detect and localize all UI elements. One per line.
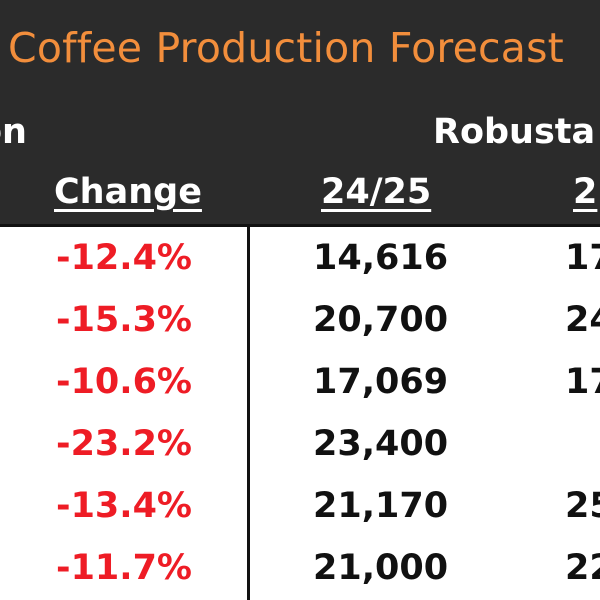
table-row: -11.7% 21,000 22 [0,537,600,599]
column-header-next-season: 2 [573,172,598,212]
cell-change: -11.7% [56,548,192,588]
cell-next-season: 24 [565,300,600,340]
cell-robusta-24-25: 14,616 [313,238,449,278]
column-header-24-25: 24/25 [321,172,432,212]
cell-robusta-24-25: 17,069 [313,362,449,402]
table-row: -15.3% 20,700 24 [0,289,600,351]
table-row: -13.4% 21,170 25 [0,475,600,537]
cell-change: -23.2% [56,424,192,464]
cell-next-season: 25 [565,486,600,526]
group-label-robusta: Robusta [433,112,596,152]
column-header-change: Change [54,172,202,212]
header-band [0,0,600,226]
column-divider [247,226,250,600]
cell-robusta-24-25: 23,400 [313,424,449,464]
cell-next-season: 22 [565,548,600,588]
cell-robusta-24-25: 21,170 [313,486,449,526]
header-divider [0,224,600,227]
cell-change: -13.4% [56,486,192,526]
cell-next-season: 17 [565,238,600,278]
cell-robusta-24-25: 20,700 [313,300,449,340]
cell-change: -15.3% [56,300,192,340]
cell-change: -10.6% [56,362,192,402]
cell-next-season: 17 [565,362,600,402]
table-row: -10.6% 17,069 17 [0,351,600,413]
cell-change: -12.4% [56,238,192,278]
cell-robusta-24-25: 21,000 [313,548,449,588]
table-row: -12.4% 14,616 17 [0,227,600,289]
table-title: Coffee Production Forecast [8,24,564,72]
table-row: -23.2% 23,400 [0,413,600,475]
group-label-left: on [0,112,27,152]
